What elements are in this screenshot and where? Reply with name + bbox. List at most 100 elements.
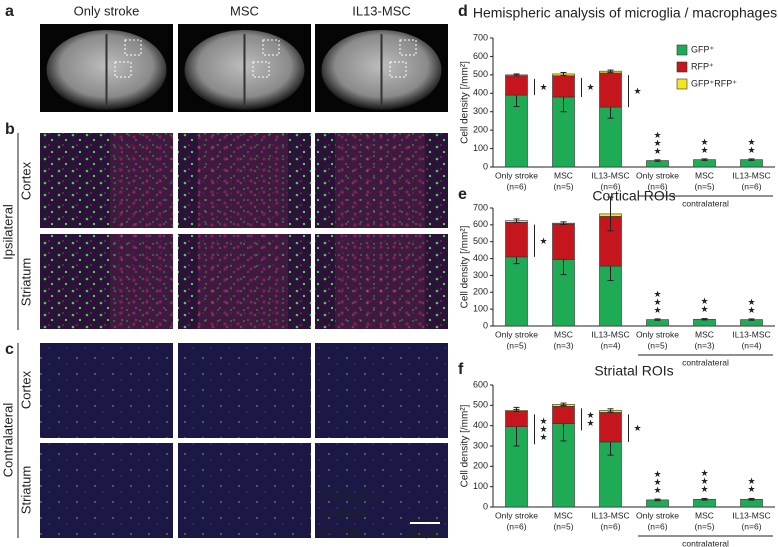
- stain-label: CX3CR1-GFP: [318, 493, 382, 504]
- x-tick-label: IL13-MSC: [732, 329, 770, 339]
- chart-title: Striatal ROIs: [594, 363, 673, 379]
- bar-segment: [599, 412, 622, 443]
- bar-segment: [552, 406, 575, 424]
- y-tick-label: 0: [483, 161, 488, 171]
- micrograph: [40, 343, 173, 438]
- x-tick-label: MSC: [554, 170, 573, 180]
- y-tick-label: 600: [473, 379, 488, 389]
- chart-title: Cortical ROIs: [592, 188, 675, 204]
- y-tick-label: 700: [473, 32, 488, 42]
- significance-label: ★★: [700, 136, 709, 155]
- y-tick-label: 100: [473, 481, 488, 491]
- bar-segment: [505, 75, 528, 96]
- x-tick-label: Only stroke: [495, 170, 538, 180]
- y-tick-label: 0: [483, 501, 488, 511]
- y-axis-label: Cell density [/mm²]: [460, 61, 471, 144]
- x-tick-note: (n=3): [553, 340, 573, 350]
- x-tick-label: MSC: [695, 329, 714, 339]
- panel-label: f: [458, 361, 464, 378]
- x-tick-label: MSC: [695, 170, 714, 180]
- x-tick-label: MSC: [554, 329, 573, 339]
- x-tick-label: IL13-MSC: [591, 510, 629, 520]
- rfp-region: [335, 133, 425, 228]
- significance-label: ★: [539, 235, 548, 246]
- x-tick-note: (n=4): [600, 340, 620, 350]
- significance-label: ★★★: [653, 129, 662, 156]
- significance-label: ★: [539, 81, 548, 92]
- x-tick-label: Only stroke: [495, 329, 538, 339]
- x-tick-note: (n=3): [694, 340, 714, 350]
- region-label: Striatum: [18, 258, 33, 306]
- x-tick-label: IL13-MSC: [591, 329, 629, 339]
- bar-segment: [505, 411, 528, 427]
- y-tick-label: 0: [483, 320, 488, 330]
- legend-label: GFP⁺RFP⁺: [691, 78, 737, 88]
- x-tick-note: (n=6): [647, 181, 667, 191]
- legend-swatch: [676, 44, 688, 56]
- y-tick-label: 300: [473, 270, 488, 280]
- y-tick-label: 300: [473, 440, 488, 450]
- y-tick-label: 500: [473, 69, 488, 79]
- y-tick-label: 700: [473, 202, 488, 212]
- x-tick-note: (n=6): [741, 521, 761, 531]
- x-tick-note: (n=6): [600, 521, 620, 531]
- column-header: MSC: [230, 3, 259, 18]
- stain-label: TOPRO3: [318, 527, 359, 538]
- x-tick-note: (n=6): [506, 521, 526, 531]
- legend-swatch: [676, 61, 688, 73]
- bar-segment: [505, 222, 528, 258]
- rfp-region: [110, 234, 173, 329]
- x-tick-label: MSC: [554, 510, 573, 520]
- y-tick-label: 300: [473, 106, 488, 116]
- y-tick-label: 600: [473, 51, 488, 61]
- micrographs: [40, 24, 448, 538]
- rfp-region: [110, 133, 173, 228]
- micrograph: [315, 343, 448, 438]
- y-tick-label: 100: [473, 304, 488, 314]
- panel-label: e: [458, 186, 467, 203]
- panel-label: b: [5, 121, 15, 138]
- legend-label: RFP⁺: [691, 61, 714, 71]
- x-tick-note: (n=6): [506, 181, 526, 191]
- y-tick-label: 500: [473, 400, 488, 410]
- micrograph: [178, 443, 311, 538]
- x-tick-note: (n=5): [694, 181, 714, 191]
- significance-label: ★: [633, 423, 642, 434]
- row-label: Contralateral: [0, 403, 15, 478]
- x-tick-label: Only stroke: [636, 170, 679, 180]
- significance-label: ★: [633, 86, 642, 97]
- chart-title: Hemispheric analysis of microglia / macr…: [473, 5, 777, 21]
- roi-box: [252, 61, 270, 78]
- micrograph: [40, 443, 173, 538]
- scale-label: 100 µm: [406, 529, 440, 540]
- stain-label: CCR2-RFP: [318, 510, 369, 521]
- x-tick-label: IL13-MSC: [591, 170, 629, 180]
- legend-label: GFP⁺: [691, 44, 715, 54]
- x-tick-note: (n=5): [553, 181, 573, 191]
- significance-label: ★★: [747, 296, 756, 315]
- y-tick-label: 100: [473, 143, 488, 153]
- significance-label: ★★★: [700, 468, 709, 495]
- group-label: contralateral: [682, 357, 729, 367]
- x-tick-note: (n=5): [694, 521, 714, 531]
- panel-label: d: [458, 3, 468, 20]
- bar-segment: [599, 72, 622, 108]
- row-label: Ipsilateral: [0, 204, 15, 260]
- x-tick-note: (n=5): [506, 340, 526, 350]
- x-tick-label: Only stroke: [495, 510, 538, 520]
- roi-box: [124, 39, 142, 56]
- roi-box: [262, 39, 280, 56]
- x-tick-label: IL13-MSC: [732, 510, 770, 520]
- rfp-region: [335, 234, 425, 329]
- panel-label: c: [5, 341, 14, 358]
- y-tick-label: 200: [473, 287, 488, 297]
- panel-label: a: [5, 3, 14, 20]
- x-tick-label: MSC: [695, 510, 714, 520]
- x-tick-note: (n=4): [741, 340, 761, 350]
- x-tick-note: (n=6): [647, 521, 667, 531]
- y-tick-label: 400: [473, 88, 488, 98]
- rfp-region: [198, 133, 288, 228]
- significance-label: ★★★: [653, 288, 662, 315]
